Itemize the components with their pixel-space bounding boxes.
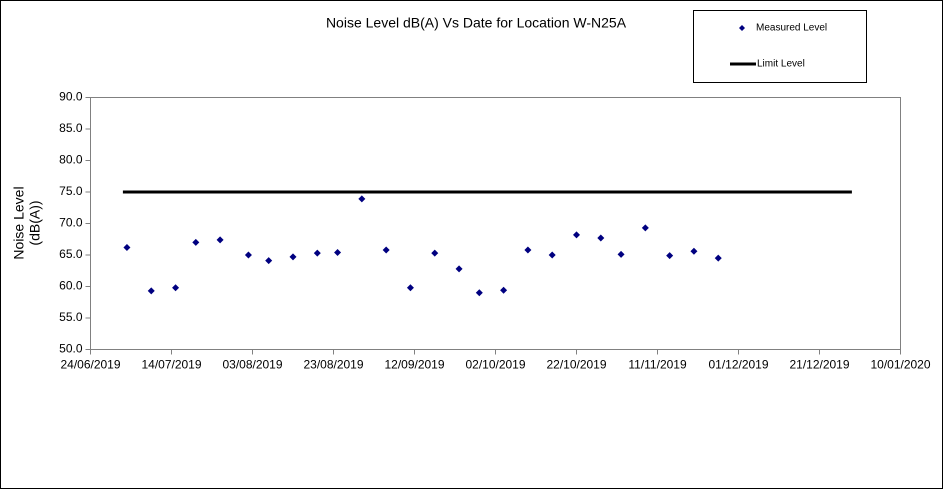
x-tick-label: 21/12/2019: [789, 358, 849, 372]
data-point: [334, 248, 342, 256]
data-point: [455, 265, 463, 273]
x-tick-label: 23/08/2019: [303, 358, 363, 372]
data-point: [690, 247, 698, 255]
data-point: [216, 236, 224, 244]
x-tick-label: 01/12/2019: [708, 358, 768, 372]
data-point: [617, 250, 625, 258]
data-point: [172, 284, 180, 292]
data-point: [524, 246, 532, 254]
data-point: [475, 289, 483, 297]
x-tick-label: 22/10/2019: [546, 358, 606, 372]
legend-label: Measured Level: [756, 23, 827, 34]
x-tick-label: 03/08/2019: [222, 358, 282, 372]
data-point: [597, 234, 605, 242]
y-tick-label: 90.0: [59, 90, 83, 104]
y-axis-label: (dB(A)): [27, 200, 43, 245]
data-point: [265, 257, 273, 265]
x-tick-label: 02/10/2019: [465, 358, 525, 372]
y-axis-label: Noise Level: [11, 186, 27, 259]
data-point: [147, 287, 155, 295]
data-point: [548, 251, 556, 259]
data-point: [192, 238, 200, 246]
chart-title: Noise Level dB(A) Vs Date for Location W…: [326, 15, 627, 31]
data-point: [666, 252, 674, 260]
data-point: [641, 224, 649, 232]
legend-label: Limit Level: [757, 59, 805, 70]
plot-area: [90, 97, 901, 350]
data-point: [382, 246, 390, 254]
y-tick-label: 75.0: [59, 184, 83, 198]
y-tick-label: 65.0: [59, 247, 83, 261]
data-point: [358, 195, 366, 203]
data-point: [406, 284, 414, 292]
y-tick-label: 50.0: [59, 342, 83, 356]
y-tick-label: 80.0: [59, 153, 83, 167]
data-point: [244, 251, 252, 259]
data-point: [289, 253, 297, 261]
y-tick-label: 60.0: [59, 279, 83, 293]
x-tick-label: 12/09/2019: [384, 358, 444, 372]
data-point: [500, 286, 508, 294]
y-tick-label: 55.0: [59, 310, 83, 324]
legend-box: [693, 10, 867, 83]
legend-marker: [739, 25, 745, 31]
y-tick-label: 70.0: [59, 216, 83, 230]
data-point: [573, 231, 580, 239]
data-point: [431, 249, 439, 257]
x-tick-label: 14/07/2019: [141, 358, 201, 372]
data-point: [313, 249, 321, 257]
x-tick-label: 24/06/2019: [60, 358, 120, 372]
y-tick-label: 85.0: [59, 121, 83, 135]
x-tick-label: 10/01/2020: [870, 358, 930, 372]
data-point: [714, 254, 722, 262]
x-tick-label: 11/11/2019: [628, 358, 687, 372]
data-point: [123, 243, 131, 251]
